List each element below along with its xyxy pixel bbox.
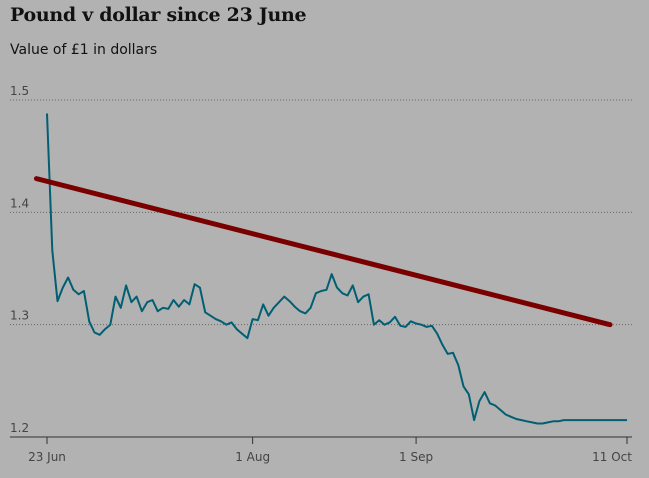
y-tick-label: 1.4 xyxy=(10,196,29,210)
x-tick-label: 23 Jun xyxy=(28,450,66,464)
series-layer xyxy=(46,113,627,425)
x-tick-label: 1 Aug xyxy=(235,450,270,464)
y-tick-label: 1.2 xyxy=(10,421,29,435)
y-tick-label: 1.5 xyxy=(10,84,29,98)
y-tick-label: 1.3 xyxy=(10,309,29,323)
trend-line xyxy=(33,176,613,328)
x-axis: 23 Jun 1 Aug 1 Sep 11 Oct xyxy=(28,437,632,464)
chart-title: Pound v dollar since 23 June xyxy=(10,4,307,26)
chart-subtitle: Value of £1 in dollars xyxy=(10,42,158,58)
x-tick-label: 1 Sep xyxy=(399,450,433,464)
series-line xyxy=(46,113,627,425)
annotation-layer xyxy=(33,176,613,328)
x-tick-label: 11 Oct xyxy=(592,450,632,464)
y-axis: 1.2 1.3 1.4 1.5 xyxy=(10,84,29,435)
grid xyxy=(10,99,632,438)
